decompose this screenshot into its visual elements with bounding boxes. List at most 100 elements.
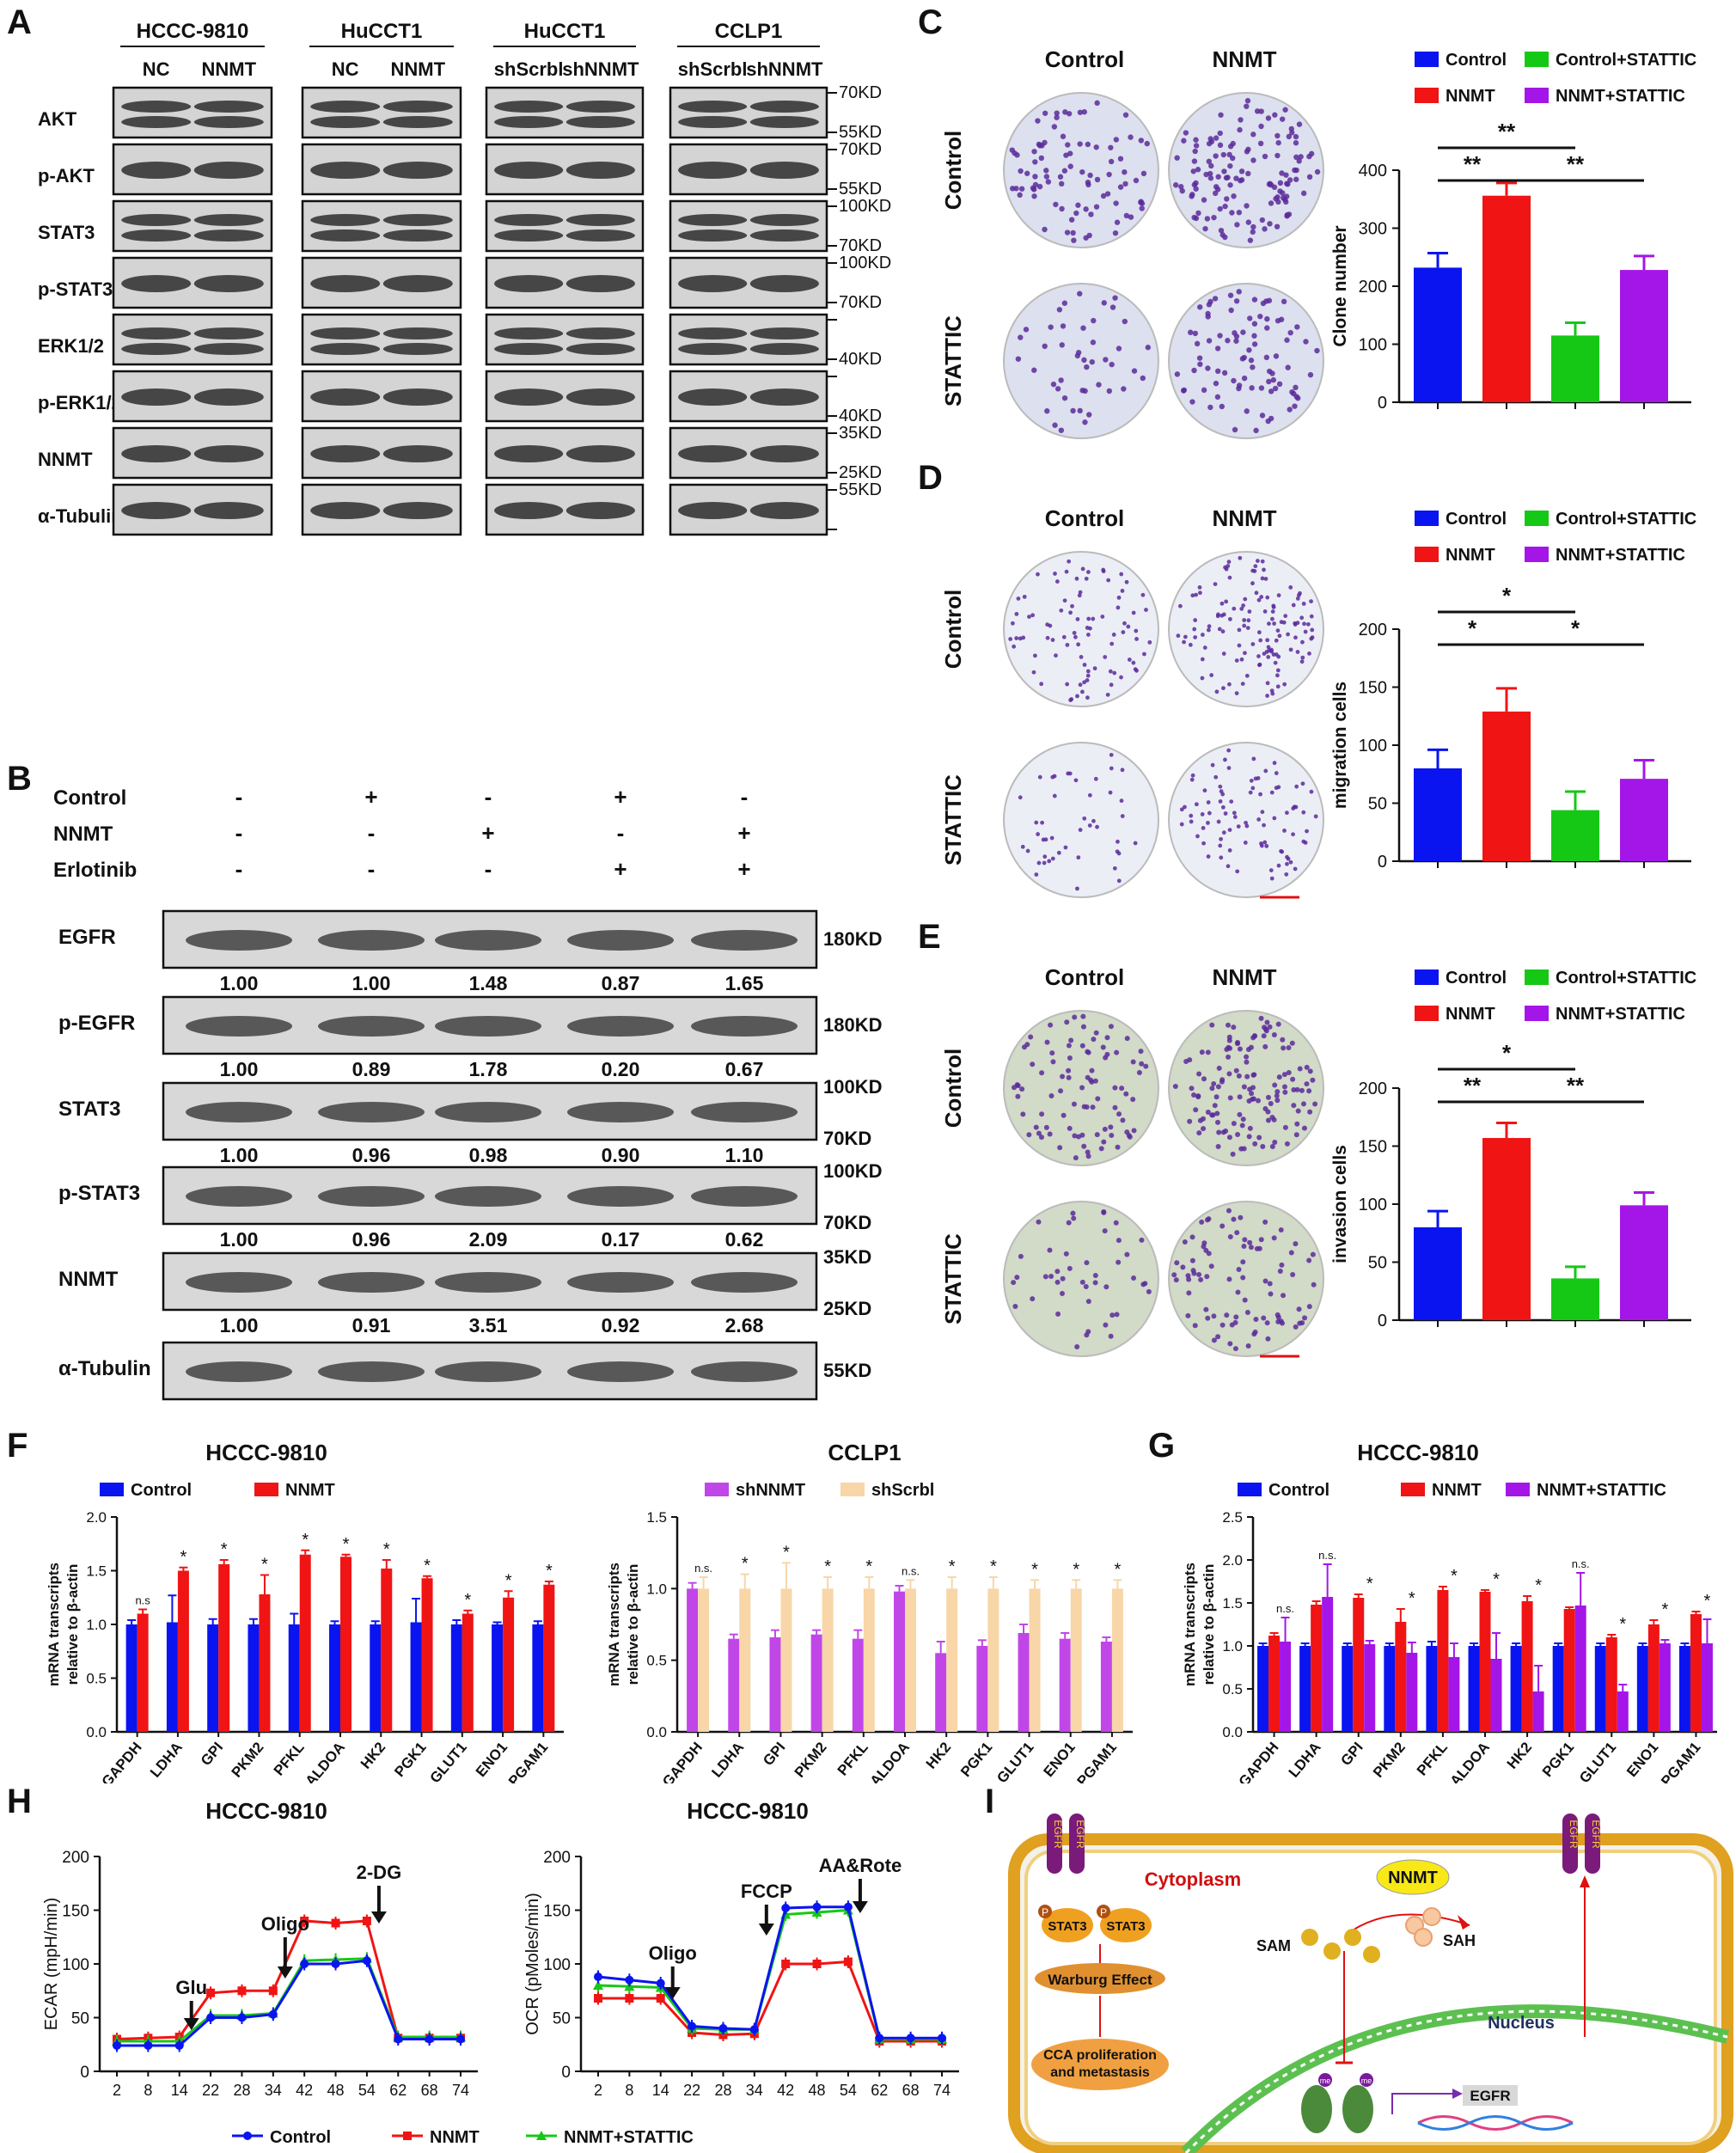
y-tick-label: 2.0 [1222, 1552, 1243, 1569]
blot-band [678, 343, 748, 355]
colony-speck [1067, 150, 1073, 156]
blot-band [678, 275, 748, 292]
colony-speck [1219, 1079, 1225, 1085]
colony-speck [1214, 689, 1219, 694]
colony-speck [1293, 1324, 1299, 1330]
colony-speck [1222, 234, 1228, 241]
legend-label: Control [1446, 51, 1507, 70]
colony-speck [1087, 823, 1092, 828]
x-tick-label: 2 [594, 2082, 602, 2099]
colony-speck [1094, 100, 1100, 107]
colony-speck [1214, 368, 1221, 375]
colony-speck [1131, 1275, 1137, 1281]
colony-speck [1236, 1266, 1242, 1272]
sig-marker: * [865, 1557, 872, 1576]
colony-speck [1178, 184, 1184, 190]
colony-speck [1109, 1312, 1116, 1318]
outcome-node [1031, 2039, 1169, 2090]
legend-label: Control+STATTIC [1556, 969, 1696, 988]
colony-speck [1213, 1094, 1219, 1100]
colony-speck [1256, 630, 1262, 635]
colony-speck [1060, 133, 1067, 139]
colony-speck [1274, 1098, 1281, 1104]
colony-speck [1048, 324, 1054, 330]
colony-speck [1188, 329, 1194, 335]
colony-speck [1053, 572, 1057, 576]
colony-speck [1108, 1124, 1114, 1130]
condition-sign: + [614, 784, 627, 810]
sig-marker: * [1366, 1575, 1373, 1593]
colony-speck [1177, 603, 1183, 609]
colony-speck [1062, 109, 1068, 115]
legend-label: Control+STATTIC [1556, 51, 1696, 70]
x-tick-label: 62 [389, 2082, 406, 2099]
colony-speck [1238, 117, 1244, 123]
colony-speck [1307, 371, 1314, 378]
colony-speck [1300, 655, 1305, 660]
colony-speck [1068, 217, 1075, 223]
colony-speck [1070, 407, 1076, 414]
bar [503, 1597, 515, 1732]
bar [1617, 1691, 1629, 1732]
colony-speck [1014, 611, 1019, 616]
colony-speck [1233, 175, 1239, 181]
bar [822, 1588, 834, 1732]
colony-speck [1043, 1124, 1049, 1130]
colony-speck [1077, 593, 1082, 598]
y-tick-label: 1.0 [86, 1617, 107, 1633]
blot-band [565, 229, 635, 242]
legend-swatch [1415, 52, 1439, 67]
panel-letter-g: G [1148, 1427, 1176, 1465]
x-tick-label: GAPDH [99, 1739, 145, 1783]
lane-label: NNMT [202, 58, 257, 80]
colony-speck [1121, 386, 1127, 392]
colony-speck [1189, 399, 1195, 405]
colony-speck [1047, 1131, 1053, 1137]
bar [852, 1638, 864, 1732]
colony-speck [1012, 644, 1017, 649]
y-tick-label: 150 [1359, 679, 1387, 698]
bar [218, 1564, 230, 1732]
colony-speck [1256, 1135, 1262, 1141]
colony-speck [1264, 1019, 1270, 1025]
colony-speck [1198, 590, 1202, 596]
colony-speck [1293, 635, 1298, 640]
colony-speck [1287, 329, 1293, 336]
x-tick-label: 8 [144, 2082, 152, 2099]
blot-band [186, 1272, 292, 1293]
blot-band [749, 162, 819, 179]
sig-marker: * [1502, 583, 1512, 609]
colony-speck [1134, 637, 1139, 641]
sig-marker: n.s. [1572, 1557, 1590, 1570]
colony-speck [1031, 187, 1037, 193]
y-tick-label: 50 [553, 2010, 571, 2028]
x-tick-label: PKM2 [792, 1739, 830, 1780]
colony-speck [1059, 180, 1065, 187]
colony-speck [1258, 792, 1262, 797]
colony-speck [1190, 168, 1196, 174]
colony-speck [1223, 811, 1228, 816]
colony-speck [1213, 135, 1219, 141]
colony-speck [1101, 569, 1106, 574]
bar [739, 1588, 751, 1732]
legend-swatch [1415, 511, 1439, 526]
colony-speck [1131, 368, 1138, 374]
colony-speck [1181, 138, 1187, 144]
blot-band [435, 1016, 541, 1037]
colony-speck [1196, 355, 1203, 361]
colony-speck [1199, 1219, 1205, 1225]
quant-value: 1.00 [220, 1314, 259, 1336]
colony-speck [1240, 682, 1245, 686]
colony-speck [1248, 358, 1255, 364]
sig-marker: * [1502, 1040, 1512, 1066]
colony-speck [1070, 229, 1076, 236]
colony-speck [1130, 1097, 1136, 1103]
colony-speck [1114, 219, 1121, 225]
data-point [394, 2034, 403, 2044]
y-tick-label: 0.5 [86, 1671, 107, 1687]
sig-marker: * [824, 1557, 831, 1576]
colony-speck [1034, 872, 1039, 877]
colony-speck [1200, 812, 1205, 817]
colony-speck [1136, 1069, 1142, 1075]
